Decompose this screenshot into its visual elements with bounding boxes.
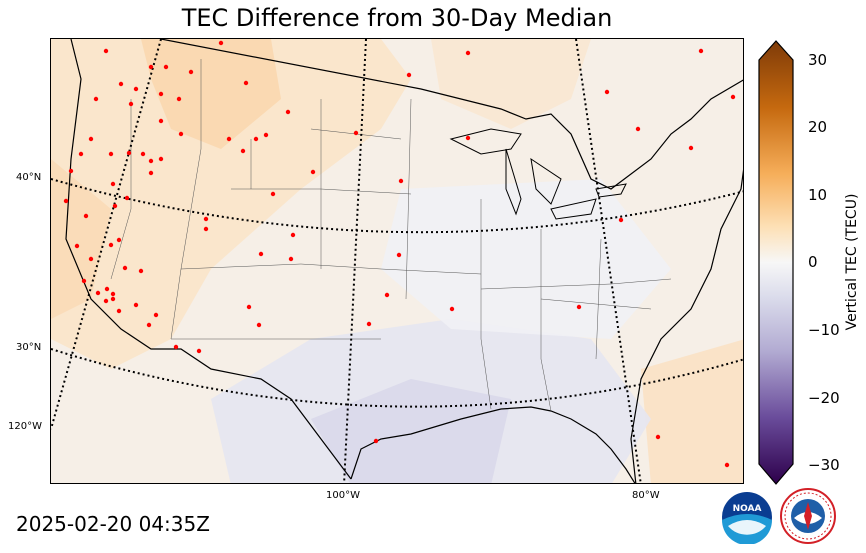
colorbar-gradient: [758, 40, 794, 485]
cbar-tick-30: 30: [808, 51, 828, 69]
cbar-tick-neg30: −30: [808, 456, 840, 474]
lon-80-line: [575, 39, 642, 483]
positive-region-north: [431, 39, 591, 129]
lake-michigan: [505, 148, 522, 216]
cbar-tick-0: 0: [808, 253, 818, 271]
colorbar: [758, 40, 794, 485]
east-coast: [630, 169, 743, 483]
timestamp: 2025-02-20 04:35Z: [16, 512, 210, 536]
lat-label-40n: 40°N: [16, 172, 42, 183]
graticule: [51, 39, 743, 483]
positive-region-northwest: [141, 39, 281, 149]
lake-superior: [449, 128, 522, 155]
lake-erie: [550, 198, 597, 220]
lon-label-120w: 120°W: [8, 421, 42, 432]
tec-map: [50, 38, 744, 484]
cbar-tick-20: 20: [808, 118, 828, 136]
map-title: TEC Difference from 30-Day Median: [181, 4, 613, 32]
canada-border: [160, 39, 743, 190]
cbar-tick-neg20: −20: [808, 389, 840, 407]
map-canvas: [51, 39, 743, 483]
lake-huron: [530, 157, 562, 205]
lat-label-30n: 30°N: [16, 342, 42, 353]
station-markers: [63, 40, 736, 468]
positive-region-southeast: [641, 339, 743, 483]
colorbar-label: Vertical TEC (TECU): [844, 193, 860, 331]
svg-text:NOAA: NOAA: [733, 504, 762, 514]
lon-label-100w: 100°W: [326, 490, 360, 501]
nws-logo: [780, 488, 836, 544]
cbar-tick-10: 10: [808, 186, 828, 204]
lon-label-80w: 80°W: [632, 490, 660, 501]
gulf-coast: [350, 406, 636, 483]
noaa-logo: NOAA: [722, 492, 772, 544]
cbar-tick-neg10: −10: [808, 321, 840, 339]
